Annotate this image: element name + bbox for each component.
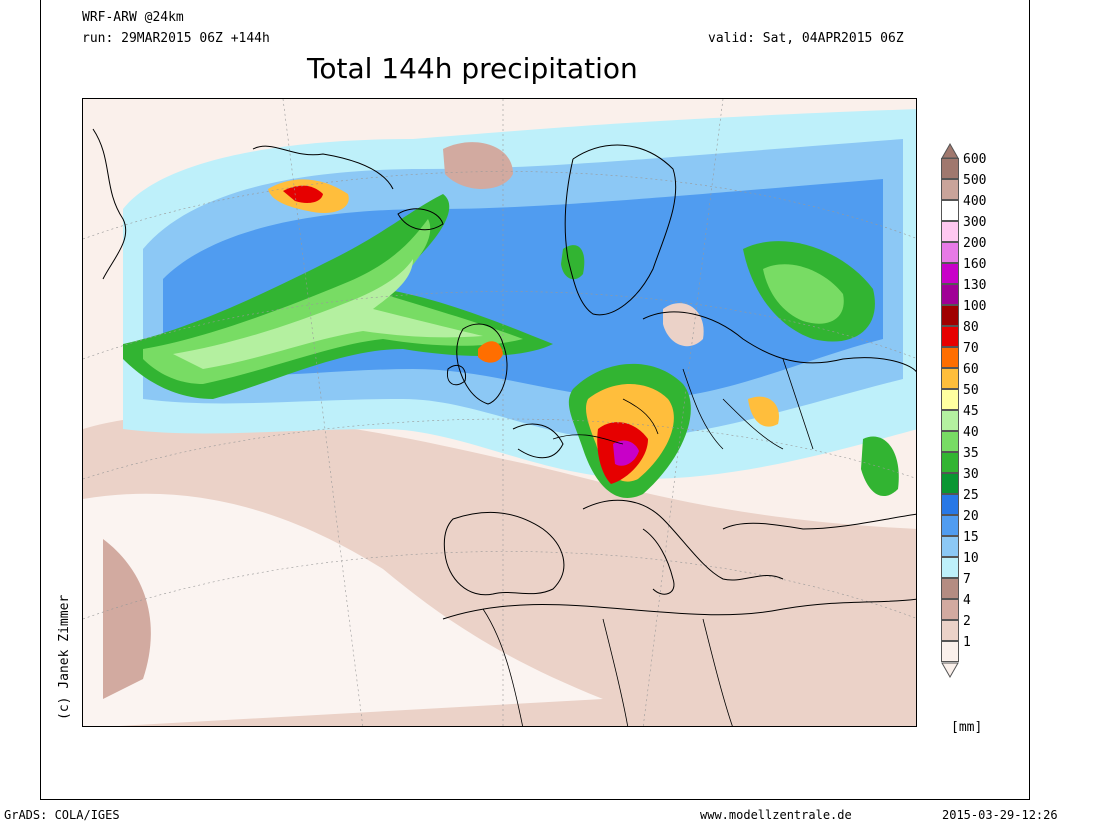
legend-swatch xyxy=(941,557,959,578)
valid-label: valid: Sat, 04APR2015 06Z xyxy=(708,31,904,46)
legend-swatch xyxy=(941,305,959,326)
map-title: Total 144h precipitation xyxy=(307,52,638,85)
rain-region-alps-160 xyxy=(613,440,639,466)
legend-swatch xyxy=(941,347,959,368)
legend-label: 500 xyxy=(963,173,987,188)
legend-label: 130 xyxy=(963,278,987,293)
dry-region-dark xyxy=(103,539,151,699)
legend-swatch xyxy=(941,473,959,494)
legend-swatch xyxy=(941,536,959,557)
graticule xyxy=(83,99,916,726)
legend-swatch xyxy=(941,200,959,221)
legend-bottom-arrow xyxy=(941,662,959,678)
legend-swatch xyxy=(941,641,959,662)
legend-label: 4 xyxy=(963,593,971,608)
footer-software: GrADS: COLA/IGES xyxy=(4,808,120,822)
legend-label: 400 xyxy=(963,194,987,209)
legend-label: 30 xyxy=(963,467,979,482)
legend-label: 2 xyxy=(963,614,971,629)
legend-label: 45 xyxy=(963,404,979,419)
legend-swatch xyxy=(941,368,959,389)
legend-swatch xyxy=(941,221,959,242)
unit-label: [mm] xyxy=(951,720,983,735)
coastlines xyxy=(92,128,916,620)
plot-frame xyxy=(40,0,1030,800)
legend-swatch xyxy=(941,431,959,452)
legend-label: 25 xyxy=(963,488,979,503)
model-label: WRF-ARW @24km xyxy=(82,10,184,25)
legend-label: 300 xyxy=(963,215,987,230)
legend-swatch xyxy=(941,620,959,641)
legend-label: 15 xyxy=(963,530,979,545)
legend-swatch xyxy=(941,263,959,284)
legend-swatch xyxy=(941,242,959,263)
legend-swatch xyxy=(941,599,959,620)
legend-label: 80 xyxy=(963,320,979,335)
legend-label: 20 xyxy=(963,509,979,524)
color-legend: 600 500 400 300 200 160 130 100 80 70 60 50 45 40 35 30… xyxy=(941,143,1031,683)
dry-region-light xyxy=(83,493,603,726)
legend-swatch xyxy=(941,452,959,473)
rain-region-southeast xyxy=(861,436,899,497)
dry-patch-iceland xyxy=(443,142,513,189)
legend-label: 7 xyxy=(963,572,971,587)
legend-label: 600 xyxy=(963,152,987,167)
legend-swatch xyxy=(941,284,959,305)
legend-swatch xyxy=(941,179,959,200)
rain-region-east-inner xyxy=(763,264,844,324)
run-label: run: 29MAR2015 06Z +144h xyxy=(82,31,270,46)
rain-cell-britain xyxy=(478,341,503,363)
precipitation-map xyxy=(82,98,917,727)
legend-swatch xyxy=(941,578,959,599)
legend-label: 200 xyxy=(963,236,987,251)
legend-label: 35 xyxy=(963,446,979,461)
footer-timestamp: 2015-03-29-12:26 xyxy=(942,808,1058,822)
footer-website: www.modellzentrale.de xyxy=(700,808,852,822)
legend-label: 40 xyxy=(963,425,979,440)
legend-label: 1 xyxy=(963,635,971,650)
legend-label: 10 xyxy=(963,551,979,566)
legend-label: 70 xyxy=(963,341,979,356)
legend-swatch xyxy=(941,326,959,347)
legend-label: 60 xyxy=(963,362,979,377)
legend-swatch xyxy=(941,410,959,431)
legend-swatch xyxy=(941,158,959,179)
rain-cell-balkans xyxy=(748,396,779,427)
map-canvas xyxy=(83,99,916,726)
legend-label: 50 xyxy=(963,383,979,398)
rain-core-greenland xyxy=(283,185,323,203)
credit-label: (c) Janek Zimmer xyxy=(57,594,72,720)
legend-swatch xyxy=(941,389,959,410)
country-borders xyxy=(482,358,814,726)
legend-swatch xyxy=(941,515,959,536)
legend-swatch xyxy=(941,494,959,515)
rain-band-45 xyxy=(173,259,483,369)
legend-label: 100 xyxy=(963,299,987,314)
legend-label: 160 xyxy=(963,257,987,272)
legend-top-arrow xyxy=(941,143,959,159)
